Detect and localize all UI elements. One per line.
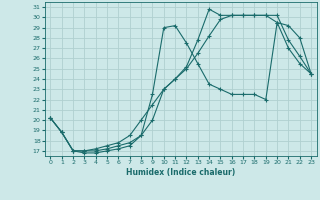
- X-axis label: Humidex (Indice chaleur): Humidex (Indice chaleur): [126, 168, 236, 177]
